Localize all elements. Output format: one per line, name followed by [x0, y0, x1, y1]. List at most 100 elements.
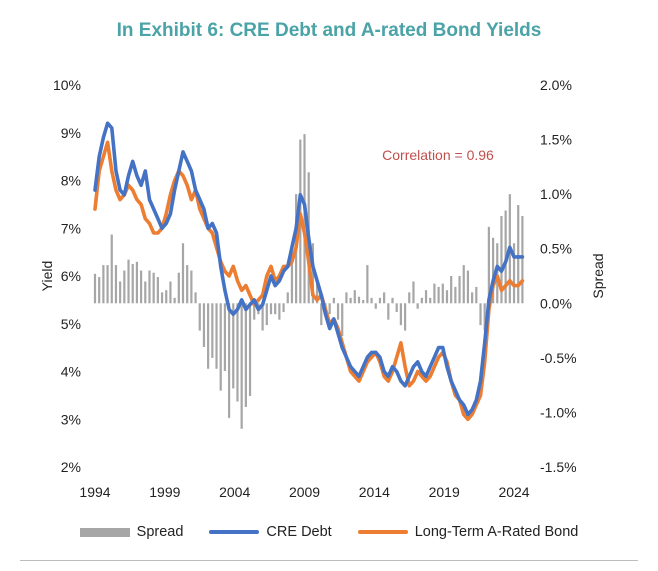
- spread-bar: [420, 297, 423, 304]
- spread-bar: [521, 215, 524, 304]
- spread-bar: [181, 243, 185, 304]
- spread-bar: [165, 290, 168, 304]
- spread-bar: [93, 273, 97, 304]
- spread-bar: [106, 265, 109, 304]
- y2-tick-label: 1.0%: [540, 186, 572, 202]
- spread-bar: [286, 292, 289, 304]
- spread-bar: [173, 297, 176, 304]
- spread-bar: [219, 303, 222, 391]
- spread-bar: [278, 303, 281, 320]
- spread-bar: [123, 270, 126, 304]
- spread-bar: [441, 283, 444, 304]
- spread-bar: [119, 281, 122, 304]
- spread-bar: [450, 276, 453, 304]
- legend-label-bond: Long-Term A-Rated Bond: [414, 524, 579, 540]
- spread-bar: [232, 303, 235, 389]
- spread-bar: [144, 281, 147, 304]
- legend-swatch-bond: [357, 530, 408, 534]
- spread-bar: [349, 297, 352, 304]
- spread-bar: [479, 303, 482, 326]
- spread-bar: [194, 292, 197, 304]
- spread-bar: [357, 296, 361, 304]
- spread-bar: [269, 303, 273, 315]
- spread-bar: [240, 303, 243, 429]
- spread-bar: [336, 303, 340, 320]
- x-tick-label: 2004: [219, 484, 250, 500]
- spread-bar: [114, 265, 118, 304]
- spread-bar: [186, 265, 189, 304]
- spread-bar: [491, 237, 495, 304]
- spread-bar: [466, 270, 470, 304]
- spread-bar: [215, 303, 218, 369]
- y-tick-label: 10%: [53, 77, 81, 93]
- spread-bar: [248, 303, 252, 397]
- spread-bar: [315, 281, 319, 304]
- spread-bar: [454, 286, 457, 304]
- legend-item-cre: CRE Debt: [209, 524, 332, 540]
- spread-bar: [437, 286, 440, 304]
- spread-bar: [190, 270, 193, 304]
- y-tick-label: 7%: [61, 220, 81, 236]
- spread-bar: [211, 303, 214, 358]
- y2-tick-label: 1.5%: [540, 132, 572, 148]
- y2-tick-label: 0.0%: [540, 295, 572, 311]
- spread-bar: [383, 292, 386, 304]
- spread-bar: [458, 276, 461, 304]
- chart-title: In Exhibit 6: CRE Debt and A-rated Bond …: [116, 20, 542, 41]
- spread-bar: [353, 290, 356, 304]
- spread-bar: [102, 265, 105, 304]
- spread-bar: [429, 297, 432, 304]
- spread-bar: [483, 303, 486, 331]
- spread-bar: [496, 243, 499, 304]
- spread-bar: [244, 303, 247, 407]
- legend: Spread CRE Debt Long-Term A-Rated Bond: [0, 524, 658, 540]
- spread-bar: [223, 303, 226, 371]
- y2-tick-label: -1.0%: [540, 404, 577, 420]
- spread-bar: [290, 259, 294, 304]
- spread-bar: [341, 303, 344, 337]
- spread-bar: [274, 303, 277, 315]
- spread-bar: [156, 277, 159, 304]
- spread-bar: [500, 215, 503, 304]
- spread-bar: [131, 263, 134, 304]
- x-tick-label: 2019: [429, 484, 460, 500]
- spread-bar: [433, 283, 436, 304]
- spread-bar: [110, 234, 113, 304]
- spread-bar: [177, 272, 180, 304]
- spread-bar: [475, 286, 478, 304]
- spread-bar: [517, 205, 520, 304]
- bottom-divider: [20, 560, 638, 561]
- spread-bar: [366, 265, 369, 304]
- x-tick-label: 2024: [498, 484, 529, 500]
- y-tick-label: 6%: [61, 268, 81, 284]
- legend-item-bond: Long-Term A-Rated Bond: [357, 524, 579, 540]
- spread-bar: [378, 297, 382, 304]
- spread-bar: [374, 303, 377, 309]
- spread-bar: [311, 243, 314, 304]
- spread-bar: [198, 303, 201, 331]
- spread-bar: [127, 259, 130, 304]
- legend-label-cre: CRE Debt: [266, 524, 332, 540]
- spread-bar: [148, 270, 151, 304]
- spread-bar: [471, 292, 474, 304]
- legend-swatch-spread: [79, 527, 130, 537]
- spread-bar: [227, 303, 231, 418]
- spread-bar: [98, 277, 101, 304]
- spread-bar: [332, 297, 335, 304]
- spread-bar: [236, 303, 239, 402]
- spread-bar: [265, 303, 268, 326]
- spread-bar: [416, 303, 419, 309]
- spread-bar: [370, 297, 373, 304]
- spread-bar: [345, 292, 348, 304]
- legend-item-spread: Spread: [79, 524, 184, 540]
- cre-debt-line: [93, 121, 525, 417]
- legend-label-spread: Spread: [136, 524, 184, 540]
- spread-bar: [169, 281, 172, 304]
- spread-bar: [445, 290, 449, 304]
- spread-bar: [328, 303, 331, 315]
- spread-bar: [207, 303, 210, 369]
- y2-axis-title: Spread: [590, 253, 606, 298]
- spread-bar: [202, 303, 206, 347]
- x-tick-label: 2009: [289, 484, 320, 500]
